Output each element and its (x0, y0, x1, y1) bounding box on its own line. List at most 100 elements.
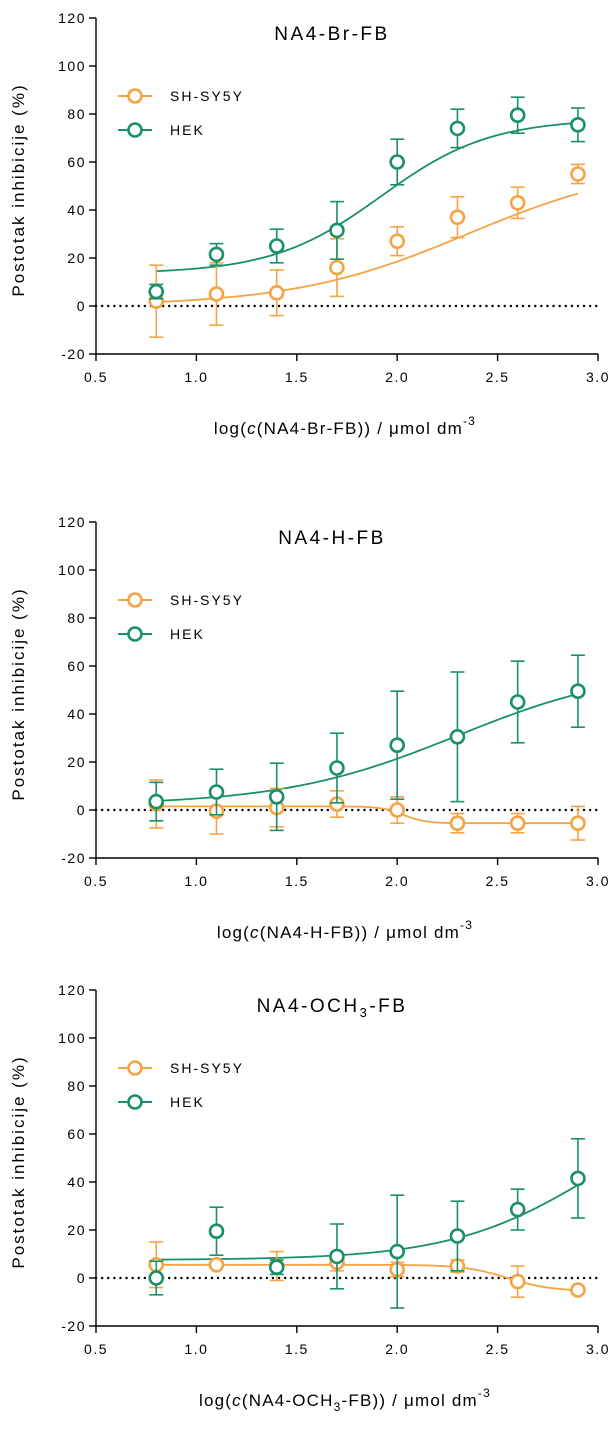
c2.fit-curve-sh-sy5y (156, 805, 578, 825)
c3.legend-label-hek: HEK (170, 1094, 205, 1110)
c2.data-point-hek (329, 760, 345, 776)
c2.xlabel-c: c (250, 923, 260, 942)
c1.xlabel-end: )) / μmol dm (358, 419, 463, 438)
c2.y-tick-label: 80 (67, 610, 86, 626)
c2.y-tick-label: 120 (58, 514, 86, 530)
c2.data-point-sh-sy5y (509, 815, 526, 832)
c2.data-point-hek (570, 683, 586, 699)
c1.legend-label-hek: HEK (170, 122, 205, 138)
c3.xlabel-tail: -FB (342, 1391, 373, 1410)
c3.xlabel-end: )) / μmol dm (373, 1391, 478, 1410)
c3.y-axis-label: Postotak inhibicije (%) (9, 1055, 28, 1268)
c2.x-tick-label: 3.0 (586, 873, 610, 889)
c2.data-point-hek (389, 737, 406, 753)
c1.x-tick-label: 2.0 (385, 369, 409, 385)
c1.data-point-sh-sy5y (389, 233, 406, 249)
c3.data-point-hek (268, 1259, 285, 1276)
c1.fit-curve-sh-sy5y (156, 192, 579, 303)
c1.y-tick-label: -20 (61, 346, 86, 362)
c2.y-tick-label: 40 (67, 706, 86, 722)
c3.data-point-sh-sy5y (208, 1256, 225, 1273)
c2.x-tick-label: 2.5 (486, 873, 510, 889)
c2.data-point-hek (148, 793, 165, 810)
chart-panel-1: -20 0 20 40 60 80 100 120 0.5 1.0 1.5 2.0 2.5 3.0 Post… (0, 0, 614, 475)
c1.data-point-hek (329, 222, 345, 239)
c1.y-tick-label: 40 (67, 202, 86, 218)
c3.y-tick-label: 80 (67, 1078, 86, 1094)
c3.y-tick-label: 100 (58, 1030, 86, 1046)
c3.y-tick-label: 120 (58, 982, 86, 998)
chart-panel-3: -20 0 20 40 60 80 100 120 0.5 1.0 1.5 2.0 2.5 3.0 Post… (0, 972, 614, 1447)
c1.x-tick-label: 3.0 (586, 369, 610, 385)
c2.y-tick-label: 0 (77, 802, 86, 818)
c3.y-tick-label: -20 (61, 1318, 86, 1334)
c1.xlabel-exp: -3 (463, 414, 476, 428)
chart-panel-2: -20 0 20 40 60 80 100 120 0.5 1.0 1.5 2.0 2.5 3.0 Post… (0, 504, 614, 979)
c1.x-tick-label: 1.0 (184, 369, 208, 385)
c2.x-tick-label: 1.0 (184, 873, 208, 889)
c1.data-point-sh-sy5y (268, 284, 285, 301)
c2.y-axis-label: Postotak inhibicije (%) (9, 587, 28, 800)
c2.y-tick-label: 100 (58, 562, 86, 578)
c1.legend-marker-sh-sy5y (127, 88, 143, 104)
c1.legend-marker-hek (127, 122, 143, 138)
c1.chart-title: NA4-Br-FB (274, 24, 389, 45)
c2.legend-marker-hek (127, 626, 143, 642)
c1.y-tick-label: 0 (77, 298, 86, 314)
c1.y-axis-label: Postotak inhibicije (%) (9, 83, 28, 296)
c3.y-tick-label: 20 (67, 1222, 86, 1238)
c2.x-axis-label: log(c(NA4-H-FB)) / μmol dm-3 (217, 918, 473, 942)
c3.data-point-sh-sy5y (570, 1282, 586, 1298)
c3.xlabel-mid: (NA4-OCH (242, 1391, 334, 1410)
c2.legend-label-hek: HEK (170, 626, 205, 642)
c1.xlabel-c: c (247, 419, 257, 438)
c2.xlabel-mid: (NA4-H-FB (260, 923, 355, 942)
c2.x-tick-label: 1.5 (285, 873, 309, 889)
c2.data-point-hek (208, 784, 225, 800)
c2.legend-label-sh-sy5y: SH-SY5Y (170, 592, 244, 608)
c1.y-tick-label: 60 (67, 154, 86, 170)
c3.x-axis-label: log(c(NA4-OCH3-FB)) / μmol dm-3 (199, 1386, 491, 1414)
c2.data-point-sh-sy5y (449, 815, 466, 832)
c3.legend-marker-sh-sy5y (127, 1060, 143, 1076)
c2.xlabel-end: )) / μmol dm (355, 923, 460, 942)
c3.data-point-hek (208, 1223, 225, 1240)
c3.y-tick-label: 0 (77, 1270, 86, 1286)
c3.x-tick-label: 0.5 (84, 1341, 108, 1357)
c3.data-point-hek (389, 1243, 406, 1260)
c3.title-sub: 3 (360, 1005, 370, 1020)
c2.y-tick-label: 60 (67, 658, 86, 674)
c2.data-point-sh-sy5y (570, 815, 586, 832)
c2.x-tick-label: 2.0 (385, 873, 409, 889)
c1.xlabel-mid: (NA4-Br-FB (257, 419, 358, 438)
c3.x-tick-label: 2.0 (385, 1341, 409, 1357)
c2.chart-title: NA4-H-FB (278, 528, 386, 549)
c1.data-point-sh-sy5y (570, 166, 586, 182)
c1.data-point-hek (148, 283, 165, 300)
c3.fit-curve-sh-sy5y (156, 1263, 578, 1292)
c1.data-point-hek (389, 154, 406, 170)
c2.fit-curve-hek (156, 693, 579, 802)
c3.y-tick-label: 60 (67, 1126, 86, 1142)
c3.x-tick-label: 1.5 (285, 1341, 309, 1357)
c1.xlabel-prefix: log( (214, 419, 247, 438)
c1.y-tick-label: 100 (58, 58, 86, 74)
c1.y-tick-label: 120 (58, 10, 86, 26)
c1.x-tick-label: 2.5 (486, 369, 510, 385)
c3.title-main: NA4-OCH (257, 996, 360, 1017)
c2.xlabel-prefix: log( (217, 923, 250, 942)
c1.data-point-hek (570, 117, 586, 133)
c1.data-point-hek (449, 120, 466, 137)
c1.title-main: NA4-Br-FB (274, 24, 389, 45)
c1.y-tick-label: 20 (67, 250, 86, 266)
c2.x-tick-label: 0.5 (84, 873, 108, 889)
c3.data-point-hek (449, 1228, 466, 1244)
c2.data-point-hek (509, 694, 526, 710)
c3.x-tick-label: 2.5 (486, 1341, 510, 1357)
c3.xlabel-exp: -3 (478, 1386, 491, 1400)
c1.x-tick-label: 0.5 (84, 369, 108, 385)
c1.data-point-sh-sy5y (208, 286, 225, 302)
c3.legend-label-sh-sy5y: SH-SY5Y (170, 1060, 244, 1076)
c3.x-tick-label: 1.0 (184, 1341, 208, 1357)
c2.data-point-hek (449, 729, 466, 745)
